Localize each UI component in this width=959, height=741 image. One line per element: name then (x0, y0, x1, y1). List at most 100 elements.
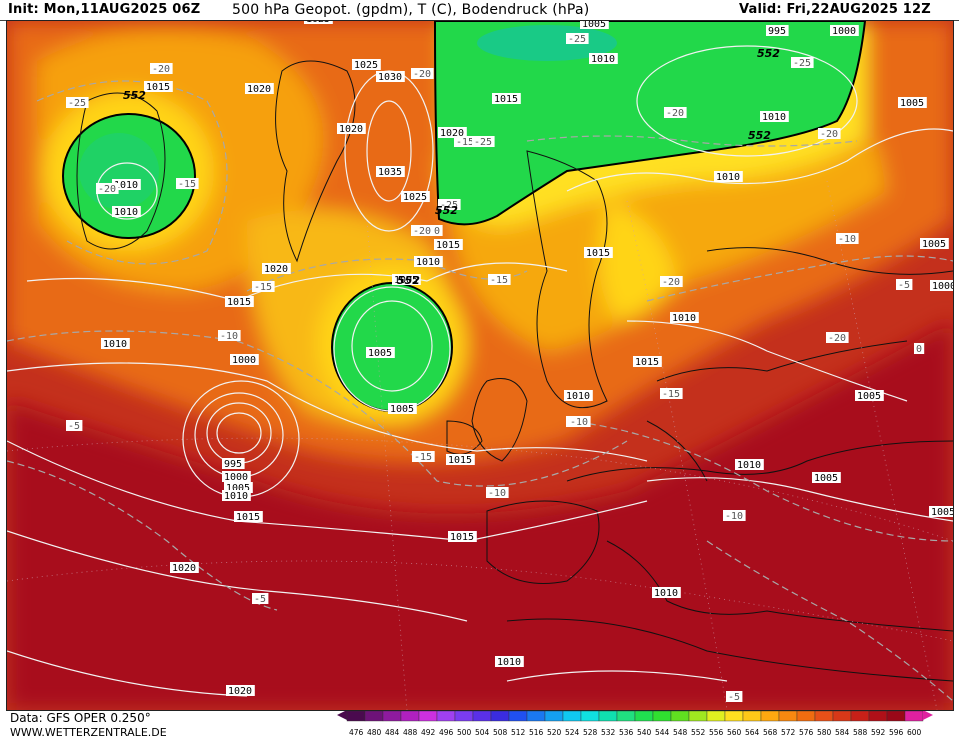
geopotential-label: 552 (123, 89, 146, 102)
colorbar-tick: 600 (907, 728, 922, 737)
map-canvas: 1025100510009951010102510301015102010201… (7, 21, 953, 710)
svg-text:1010: 1010 (497, 657, 521, 668)
temperature-label: -10 (486, 487, 509, 499)
colorbar-tick: 516 (529, 728, 544, 737)
svg-text:1005: 1005 (900, 98, 924, 109)
pressure-label: 1015 (225, 296, 254, 308)
geopotential-labels: 552 552 552 552 552 (123, 47, 780, 287)
colorbar-tick: 524 (565, 728, 580, 737)
pressure-label: 1010 (760, 111, 789, 123)
svg-text:1015: 1015 (448, 455, 472, 466)
temperature-label: 0 (914, 343, 925, 355)
pressure-label: 1010 (564, 390, 593, 402)
svg-text:-5: -5 (898, 280, 910, 291)
data-source-label: Data: GFS OPER 0.250° (10, 711, 151, 725)
svg-text:-15: -15 (662, 389, 680, 400)
colorbar-swatch (544, 711, 564, 722)
pressure-label: 1010 (101, 338, 130, 350)
colorbar-tick: 492 (421, 728, 436, 737)
colorbar-swatch (886, 711, 906, 722)
temperature-label: -25 (472, 136, 495, 148)
pressure-label: 995 (222, 458, 245, 470)
pressure-label: 1015 (492, 93, 521, 105)
colorbar-swatch (796, 711, 816, 722)
colorbar-swatch (688, 711, 708, 722)
temperature-labels: -20-25-25-20-15-20-20-15-20-25-25-20-25-… (66, 33, 925, 703)
colorbar-tick: 544 (655, 728, 670, 737)
colorbar-tick: 512 (511, 728, 526, 737)
pressure-label: 1020 (170, 562, 199, 574)
svg-text:-10: -10 (725, 511, 743, 522)
colorbar-left-arrow (337, 711, 347, 720)
colorbar-swatch (436, 711, 456, 722)
temperature-label: -15 (412, 451, 435, 463)
pressure-label: 1035 (376, 166, 405, 178)
temperature-label: -15 (660, 388, 683, 400)
temperature-label: -20 (826, 332, 849, 344)
colorbar-swatch (652, 711, 672, 722)
colorbar-tick: 588 (853, 728, 868, 737)
pressure-label: 1005 (392, 274, 421, 286)
temperature-label: -5 (252, 593, 269, 605)
pressure-label: 1010 (589, 53, 618, 65)
svg-text:1015: 1015 (450, 532, 474, 543)
pressure-label: 1000 (230, 354, 259, 366)
svg-text:1010: 1010 (224, 491, 248, 502)
svg-text:1005: 1005 (226, 483, 250, 494)
colorbar-swatch (364, 711, 384, 722)
svg-text:-25: -25 (793, 58, 811, 69)
colorbar-right-arrow (923, 711, 933, 720)
svg-text:1025: 1025 (354, 60, 378, 71)
color-scale-bar: 476 480 484 488 492 496 500 504 508 512 516 520 524 5… (337, 711, 933, 737)
svg-text:-10: -10 (570, 417, 588, 428)
svg-text:-15: -15 (254, 282, 272, 293)
svg-text:-20: -20 (662, 277, 680, 288)
svg-text:1030: 1030 (378, 72, 402, 83)
colorbar-tick: 572 (781, 728, 796, 737)
temperature-label: -10 (836, 233, 859, 245)
svg-text:1020: 1020 (440, 128, 464, 139)
svg-text:1010: 1010 (114, 180, 138, 191)
temperature-label: -20 (411, 68, 434, 80)
colorbar-swatch (526, 711, 546, 722)
svg-text:995: 995 (224, 459, 242, 470)
pressure-label: 1005 (920, 238, 949, 250)
colorbar-swatch (832, 711, 852, 722)
pressure-label: 1025 (401, 191, 430, 203)
svg-text:-20: -20 (98, 184, 116, 195)
svg-text:1035: 1035 (378, 167, 402, 178)
colorbar-tick: 520 (547, 728, 562, 737)
svg-text:-5: -5 (254, 594, 266, 605)
svg-text:1015: 1015 (635, 357, 659, 368)
svg-text:-20: -20 (666, 108, 684, 119)
colorbar-tick: 532 (601, 728, 616, 737)
pressure-label: 1025 (352, 59, 381, 71)
temperature-label: -20 (150, 63, 173, 75)
pressure-label: 1000 (222, 471, 251, 483)
geopotential-label: 552 (748, 129, 771, 142)
colorbar-tick: 556 (709, 728, 724, 737)
svg-text:1010: 1010 (762, 112, 786, 123)
colorbar-swatch (418, 711, 438, 722)
weather-map[interactable]: 1025100510009951010102510301015102010201… (6, 20, 954, 711)
svg-text:1010: 1010 (654, 588, 678, 599)
pressure-label: 1015 (633, 356, 662, 368)
pressure-label: 1015 (234, 511, 263, 523)
temperature-label: -15 (252, 281, 275, 293)
pressure-label: 1005 (855, 390, 884, 402)
colorbar-swatch (616, 711, 636, 722)
map-title: 500 hPa Geopot. (gpdm), T (C), Bodendruc… (232, 2, 590, 18)
pressure-label: 1020 (226, 685, 255, 697)
temperature-label: -15 (176, 178, 199, 190)
svg-text:-20: -20 (413, 226, 431, 237)
svg-text:-15: -15 (456, 137, 474, 148)
colorbar-swatch (724, 711, 744, 722)
colorbar-swatch (742, 711, 762, 722)
svg-text:1015: 1015 (146, 82, 170, 93)
colorbar-tick: 476 (349, 728, 364, 737)
svg-text:1000: 1000 (932, 281, 953, 292)
temperature-label: -25 (438, 199, 461, 211)
colorbar-swatch (706, 711, 726, 722)
pressure-label: 1010 (112, 206, 141, 218)
